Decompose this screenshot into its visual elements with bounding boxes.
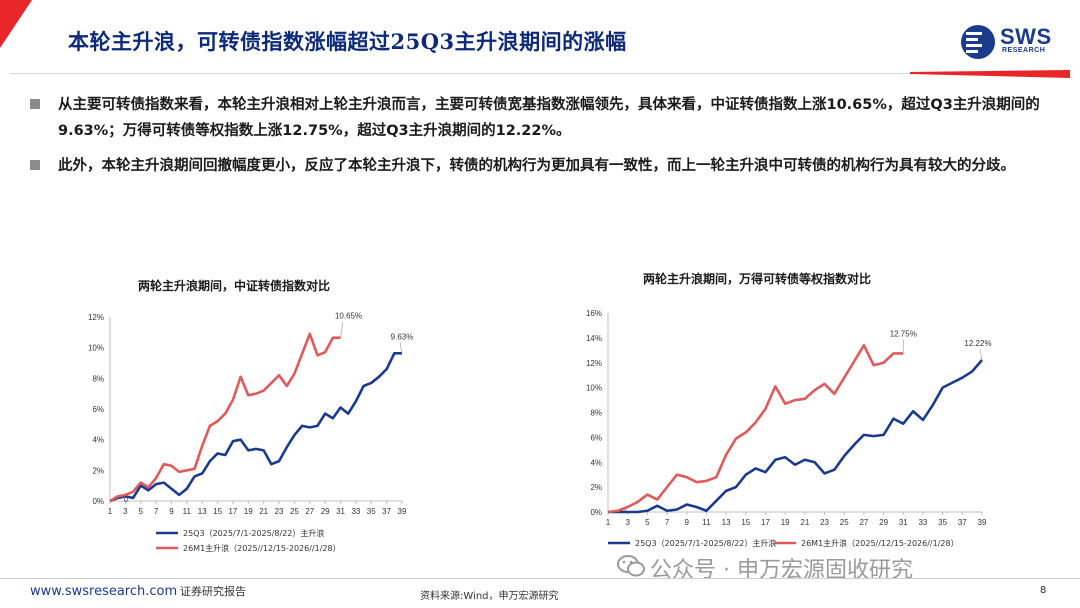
x-tick-label: 31 (899, 518, 908, 527)
annotation-label: 12.75% (890, 329, 917, 338)
y-tick-label: 8% (92, 374, 104, 383)
x-tick-label: 29 (879, 518, 888, 527)
x-tick-label: 7 (665, 518, 670, 527)
y-tick-label: 0% (590, 508, 602, 517)
series-line-25q3 (608, 359, 983, 514)
x-tick-label: 27 (305, 507, 314, 516)
x-tick-label: 1 (108, 507, 113, 516)
x-tick-label: 23 (275, 507, 284, 516)
x-tick-label: 11 (702, 518, 711, 527)
x-tick-label: 33 (918, 518, 927, 527)
y-tick-label: 6% (590, 433, 602, 442)
x-tick-label: 19 (244, 507, 253, 516)
x-tick-label: 25 (840, 518, 849, 527)
footer-report-type: 证券研究报告 (180, 585, 246, 598)
y-tick-label: 0% (92, 497, 104, 506)
x-tick-label: 9 (685, 518, 690, 527)
header-rule (10, 70, 1070, 78)
bullet-text: 此外，本轮主升浪期间回撤幅度更小，反应了本轮主升浪下，转债的机构行为更加具有一致… (58, 158, 1015, 174)
x-tick-label: 17 (761, 518, 770, 527)
y-tick-label: 4% (92, 436, 104, 445)
footer-divider (0, 578, 1080, 579)
bullet-marker (30, 160, 40, 170)
x-tick-label: 7 (154, 507, 159, 516)
x-tick-label: 29 (321, 507, 330, 516)
wechat-icon (617, 555, 645, 577)
x-tick-label: 39 (978, 518, 987, 527)
x-tick-label: 19 (781, 518, 790, 527)
y-tick-label: 16% (586, 309, 602, 318)
annotation-leader (979, 348, 983, 361)
x-tick-label: 17 (228, 507, 237, 516)
y-tick-label: 6% (92, 405, 104, 414)
bullet-item: 从主要可转债指数来看，本轮主升浪相对上轮主升浪而言，主要可转债宽基指数涨幅领先，… (30, 92, 1060, 144)
logo-subtext: RESEARCH (1002, 47, 1046, 54)
x-tick-label: 15 (741, 518, 750, 527)
x-tick-label: 5 (139, 507, 144, 516)
bullet-marker (30, 99, 40, 109)
annotation-leader (340, 321, 344, 338)
legend-label: 25Q3（2025/7/1-2025/8/22）主升浪 (183, 528, 324, 538)
series-line-26m1 (607, 344, 904, 514)
bullet-text: 从主要可转债指数来看，本轮主升浪相对上轮主升浪而言，主要可转债宽基指数涨幅领先，… (58, 97, 1040, 139)
x-tick-label: 37 (958, 518, 967, 527)
y-tick-label: 14% (586, 334, 602, 343)
chart-title-left: 两轮主升浪期间，中证转债指数对比 (138, 279, 331, 293)
x-tick-label: 37 (382, 507, 391, 516)
annotation-label: 10.65% (335, 312, 362, 321)
x-tick-label: 5 (645, 518, 650, 527)
watermark-text: 公众号 · 申万宏源固收研究 (650, 558, 913, 583)
x-tick-label: 35 (367, 507, 376, 516)
y-tick-label: 10% (586, 384, 602, 393)
x-tick-label: 9 (169, 507, 174, 516)
bullet-item: 此外，本轮主升浪期间回撤幅度更小，反应了本轮主升浪下，转债的机构行为更加具有一致… (30, 153, 1060, 179)
x-tick-label: 3 (625, 518, 630, 527)
series-line-25q3 (109, 352, 402, 503)
x-tick-label: 23 (820, 518, 829, 527)
x-tick-label: 35 (938, 518, 947, 527)
footer-website-link[interactable]: www.swsresearch.com (30, 584, 178, 599)
x-tick-label: 25 (290, 507, 299, 516)
legend-label: 26M1主升浪（2025//12/15-2026//1/28） (801, 538, 959, 548)
chart-left: 0%2%4%6%8%10%12%1 3 5 7 9 11 13 15 17 19 21 23 25 27 2… (88, 312, 414, 553)
footer-source: 资料来源:Wind，申万宏源研究 (420, 591, 559, 602)
chart-title-right: 两轮主升浪期间，万得可转债等权指数对比 (643, 272, 872, 286)
page-title: 本轮主升浪，可转债指数涨幅超过25Q3主升浪期间的涨幅 (68, 29, 627, 54)
y-tick-label: 2% (590, 483, 602, 492)
x-tick-label: 27 (859, 518, 868, 527)
chart-right: 0%2%4%6%8%10%12%14%16%1 3 5 7 9 11 13 15 17 19 21 2… (586, 309, 992, 548)
x-tick-label: 33 (351, 507, 360, 516)
logo-wordmark: SWS (1000, 24, 1052, 49)
x-tick-label: 11 (183, 507, 192, 516)
annotation-label: 12.22% (964, 339, 991, 348)
y-tick-label: 8% (590, 409, 602, 418)
y-tick-label: 12% (586, 359, 602, 368)
corner-accent (0, 0, 32, 48)
x-tick-label: 13 (722, 518, 731, 527)
x-tick-label: 15 (213, 507, 222, 516)
y-tick-label: 2% (92, 466, 104, 475)
annotation-leader (399, 342, 403, 354)
y-tick-label: 10% (88, 344, 104, 353)
y-tick-label: 4% (590, 458, 602, 467)
x-tick-label: 13 (198, 507, 207, 516)
x-tick-label: 3 (123, 507, 128, 516)
legend-label: 26M1主升浪（2025//12/15-2026//1/28） (183, 543, 341, 553)
x-tick-label: 31 (336, 507, 345, 516)
x-tick-label: 39 (398, 507, 407, 516)
y-tick-label: 12% (88, 313, 104, 322)
x-tick-label: 21 (259, 507, 268, 516)
bullet-list: 从主要可转债指数来看，本轮主升浪相对上轮主升浪而言，主要可转债宽基指数涨幅领先，… (30, 92, 1060, 188)
x-tick-label: 21 (800, 518, 809, 527)
zero-data-label: 0 (124, 497, 128, 504)
series-line-26m1 (109, 332, 341, 503)
page-number: 8 (1040, 585, 1047, 596)
sws-logo-icon (961, 25, 995, 59)
x-tick-label: 1 (606, 518, 611, 527)
legend-label: 25Q3（2025/7/1-2025/8/22）主升浪 (635, 538, 776, 548)
annotation-label: 9.63% (391, 332, 414, 341)
